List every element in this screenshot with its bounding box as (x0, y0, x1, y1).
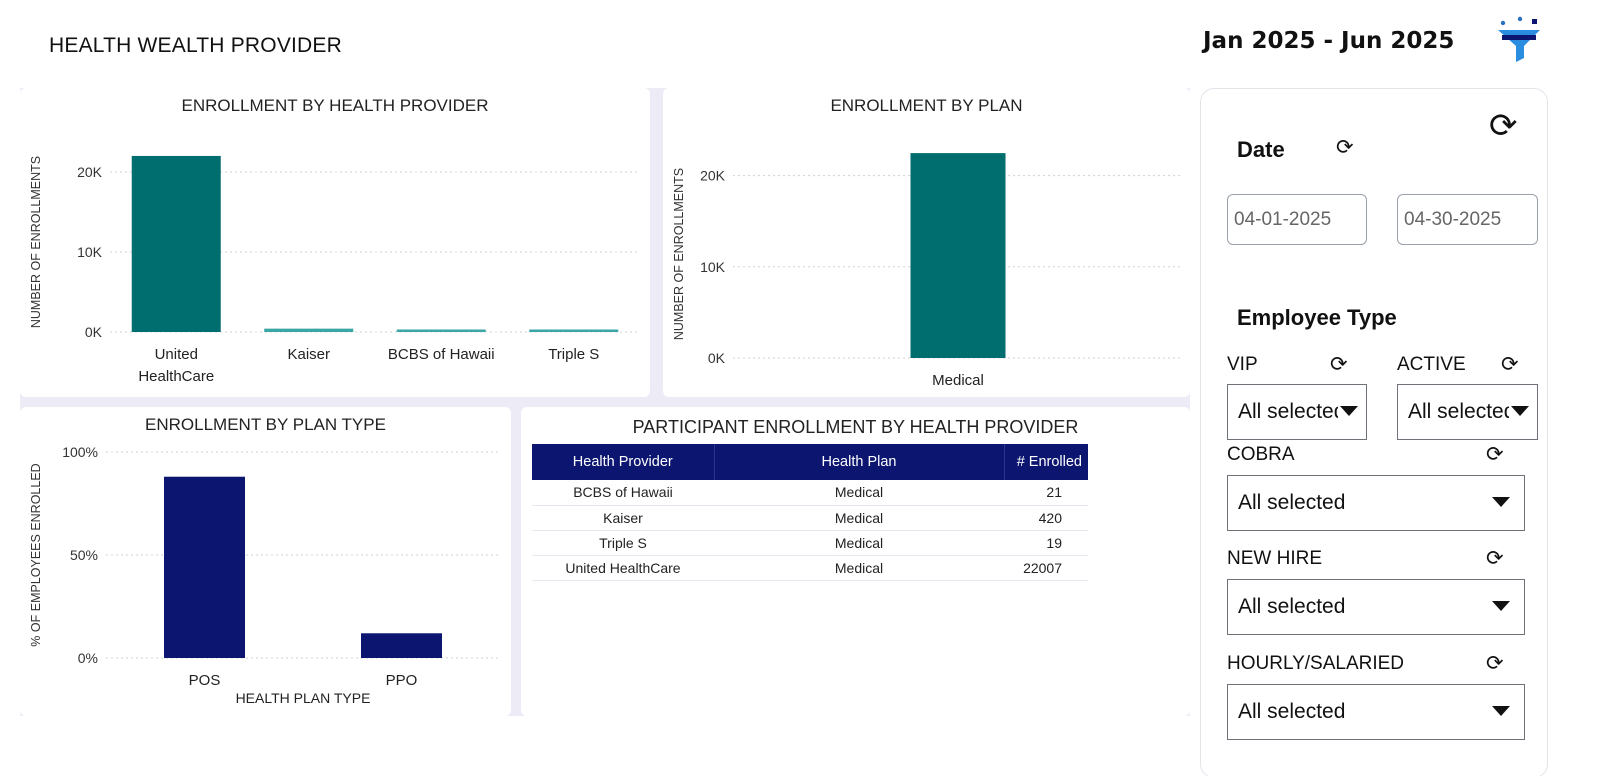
hourly-salaried-refresh-icon[interactable]: ⟳ (1486, 652, 1504, 675)
table-row[interactable]: Triple S Medical 19 (532, 530, 1088, 556)
active-label: ACTIVE (1397, 354, 1466, 375)
cell-provider: United HealthCare (532, 555, 714, 581)
active-dropdown-value: All selected (1408, 400, 1509, 423)
hourly-salaried-dropdown-value: All selected (1238, 700, 1346, 723)
active-refresh-icon[interactable]: ⟳ (1501, 353, 1519, 376)
x-tick-label: Medical (932, 372, 984, 389)
column-header-enrolled[interactable]: # Enrolled (1004, 444, 1088, 480)
new-hire-dropdown[interactable]: All selected (1227, 579, 1525, 635)
y-tick-label: 0% (78, 650, 98, 666)
x-tick-label: BCBS of Hawaii (388, 346, 495, 363)
table-row[interactable]: Kaiser Medical 420 (532, 505, 1088, 531)
chevron-down-icon (1492, 706, 1510, 716)
cell-plan: Medical (714, 505, 1004, 531)
y-axis-label: NUMBER OF ENROLLMENTS (29, 156, 43, 328)
cobra-dropdown-value: All selected (1238, 491, 1346, 514)
participant-enrollment-table: Health Provider Health Plan # Enrolled B… (532, 444, 1088, 581)
bar (131, 155, 221, 332)
vip-dropdown[interactable]: All selected (1227, 384, 1367, 440)
chevron-down-icon (1492, 601, 1510, 611)
cell-enrolled: 22007 (1004, 555, 1088, 581)
y-tick-label: 0K (708, 350, 726, 366)
x-tick-label: United (155, 346, 198, 363)
bar (164, 476, 245, 658)
enrollment-by-plan-type-card: ENROLLMENT BY PLAN TYPE 0% 50% 100% % OF EM… (20, 407, 511, 716)
y-tick-label: 10K (77, 244, 103, 260)
cell-provider: BCBS of Hawaii (532, 480, 714, 506)
cell-plan: Medical (714, 480, 1004, 506)
y-tick-label: 0K (85, 324, 103, 340)
chart-title: ENROLLMENT BY PLAN TYPE (145, 415, 386, 434)
x-tick-label: Triple S (548, 346, 599, 363)
date-refresh-icon[interactable]: ⟳ (1336, 136, 1354, 159)
cell-plan: Medical (714, 555, 1004, 581)
y-tick-label: 100% (62, 444, 98, 460)
employee-type-heading: Employee Type (1237, 305, 1397, 330)
cobra-dropdown[interactable]: All selected (1227, 475, 1525, 531)
start-date-input[interactable]: 04-01-2025 (1227, 194, 1367, 245)
y-tick-label: 20K (700, 168, 726, 184)
x-axis-label: HEALTH PLAN TYPE (236, 690, 371, 706)
chevron-down-icon (1511, 406, 1529, 416)
new-hire-dropdown-value: All selected (1238, 595, 1346, 618)
y-axis-label: % OF EMPLOYEES ENROLLED (29, 463, 43, 646)
enrollment-by-plan-chart: 0K 10K 20K NUMBER OF ENROLLMENTS Medical (672, 153, 1183, 389)
table-title: PARTICIPANT ENROLLMENT BY HEALTH PROVIDE… (632, 417, 1079, 437)
x-tick-label: PPO (386, 672, 418, 689)
chart-title: ENROLLMENT BY PLAN (830, 96, 1023, 115)
bar (264, 328, 354, 332)
vip-label: VIP (1227, 354, 1258, 375)
vip-dropdown-value: All selected (1238, 400, 1338, 423)
date-filter-heading: Date (1237, 137, 1285, 162)
table-row[interactable]: BCBS of Hawaii Medical 21 (532, 480, 1088, 506)
y-tick-label: 50% (70, 547, 98, 563)
y-tick-label: 10K (700, 259, 726, 275)
funnel-filter-icon[interactable] (1494, 14, 1544, 66)
cell-provider: Triple S (532, 530, 714, 556)
refresh-all-icon[interactable]: ⟳ (1489, 107, 1518, 145)
chart-title: ENROLLMENT BY HEALTH PROVIDER (181, 96, 489, 115)
enrollment-by-provider-chart: 0K 10K 20K NUMBER OF ENROLLMENTS United Healt… (29, 155, 640, 385)
participant-enrollment-card: PARTICIPANT ENROLLMENT BY HEALTH PROVIDE… (521, 407, 1190, 716)
table-header-row: Health Provider Health Plan # Enrolled (532, 444, 1088, 480)
hourly-salaried-dropdown[interactable]: All selected (1227, 684, 1525, 740)
chevron-down-icon (1492, 497, 1510, 507)
cell-provider: Kaiser (532, 505, 714, 531)
x-tick-label: Kaiser (287, 346, 330, 363)
y-axis-label: NUMBER OF ENROLLMENTS (672, 168, 686, 340)
table-row[interactable]: United HealthCare Medical 22007 (532, 555, 1088, 581)
new-hire-refresh-icon[interactable]: ⟳ (1486, 547, 1504, 570)
bar (529, 329, 619, 332)
cell-enrolled: 21 (1004, 480, 1088, 506)
chevron-down-icon (1340, 406, 1358, 416)
date-range-label: Jan 2025 - Jun 2025 (1203, 28, 1455, 54)
column-header-health-provider[interactable]: Health Provider (532, 444, 715, 480)
enrollment-by-plan-type-chart: 0% 50% 100% % OF EMPLOYEES ENROLLED POS PPO HE… (29, 444, 500, 706)
cell-plan: Medical (714, 530, 1004, 556)
end-date-input[interactable]: 04-30-2025 (1397, 194, 1538, 245)
x-tick-label: HealthCare (138, 368, 214, 385)
vip-refresh-icon[interactable]: ⟳ (1330, 353, 1348, 376)
active-dropdown[interactable]: All selected (1397, 384, 1538, 440)
bar (396, 329, 486, 332)
hourly-salaried-label: HOURLY/SALARIED (1227, 653, 1405, 674)
enrollment-by-provider-card: ENROLLMENT BY HEALTH PROVIDER 0K 10K 20K NU… (20, 88, 650, 397)
new-hire-label: NEW HIRE (1227, 548, 1322, 569)
enrollment-by-plan-card: ENROLLMENT BY PLAN 0K 10K 20K NUMBER OF ENR… (663, 88, 1190, 397)
column-header-health-plan[interactable]: Health Plan (714, 444, 1005, 480)
bar (361, 633, 442, 658)
cobra-refresh-icon[interactable]: ⟳ (1486, 443, 1504, 466)
cell-enrolled: 420 (1004, 505, 1088, 531)
page-title: HEALTH WEALTH PROVIDER (49, 34, 342, 57)
cell-enrolled: 19 (1004, 530, 1088, 556)
bar (910, 153, 1006, 358)
filter-panel: ⟳ Date ⟳ 04-01-2025 04-30-2025 Employee … (1200, 88, 1548, 776)
cobra-label: COBRA (1227, 444, 1295, 465)
y-tick-label: 20K (77, 164, 103, 180)
x-tick-label: POS (189, 672, 221, 689)
